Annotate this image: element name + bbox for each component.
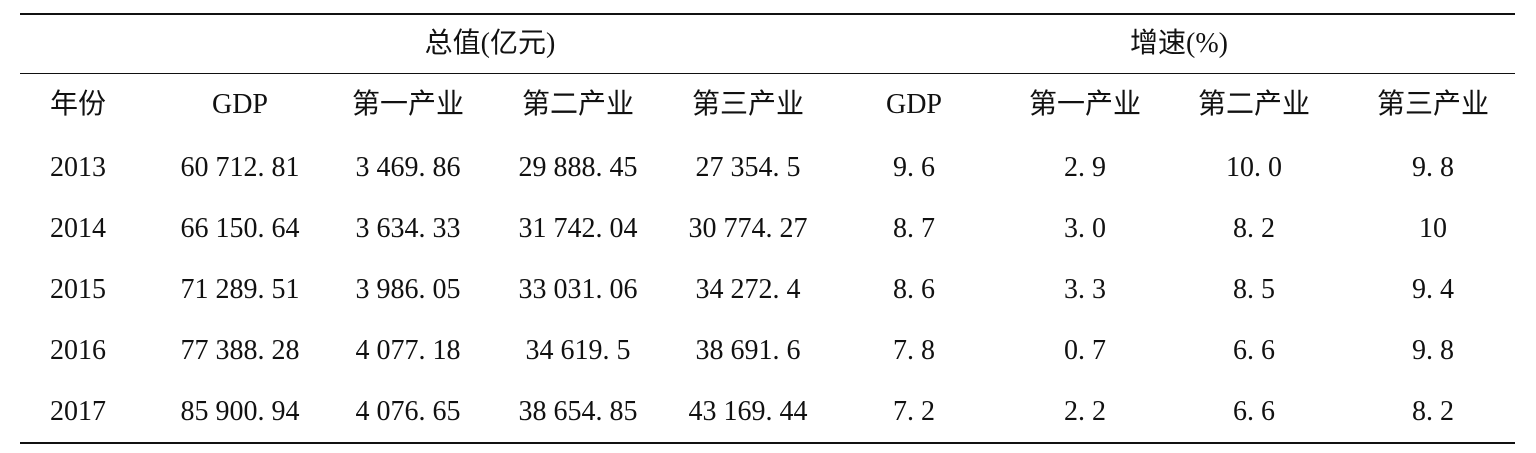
top-rule — [20, 13, 1515, 15]
cell-secondary-growth: 6. 6 — [1233, 334, 1275, 366]
cell-tertiary-growth: 10 — [1419, 212, 1447, 244]
cell-year: 2016 — [50, 334, 106, 366]
header-gdp-growth: GDP — [885, 89, 942, 120]
cell-gdp-total: 85 900. 94 — [180, 395, 300, 427]
cell-gdp-total: 60 712. 81 — [180, 151, 300, 183]
table-row-2014: 2014 66 150. 64 3 634. 33 31 742. 04 30 … — [20, 198, 1512, 259]
cell-secondary-growth: 8. 2 — [1233, 212, 1275, 244]
cell-tertiary-total: 43 169. 44 — [688, 395, 808, 427]
cell-secondary-total: 34 619. 5 — [525, 334, 631, 366]
cell-primary-total: 4 077. 18 — [355, 334, 461, 366]
cell-tertiary-total: 30 774. 27 — [688, 212, 808, 244]
cell-tertiary-total: 34 272. 4 — [695, 273, 801, 305]
cell-secondary-total: 38 654. 85 — [518, 395, 638, 427]
table-row-2015: 2015 71 289. 51 3 986. 05 33 031. 06 34 … — [20, 259, 1512, 320]
header-secondary-growth: 第二产业 — [1197, 89, 1310, 120]
table-row-2013: 2013 60 712. 81 3 469. 86 29 888. 45 27 … — [20, 137, 1512, 198]
cell-primary-growth: 2. 9 — [1064, 151, 1106, 183]
cell-tertiary-growth: 8. 2 — [1412, 395, 1454, 427]
header-tertiary-total: 第三产业 — [691, 89, 804, 120]
cell-secondary-total: 31 742. 04 — [518, 212, 638, 244]
cell-primary-growth: 2. 2 — [1064, 395, 1106, 427]
cell-gdp-growth: 8. 7 — [893, 212, 935, 244]
header-gdp-total: GDP — [211, 89, 268, 120]
cell-tertiary-total: 38 691. 6 — [695, 334, 801, 366]
cell-tertiary-total: 27 354. 5 — [695, 151, 801, 183]
group-header-total: 总值(亿元) — [424, 28, 556, 59]
cell-primary-growth: 3. 3 — [1064, 273, 1106, 305]
table-row-2017: 2017 85 900. 94 4 076. 65 38 654. 85 43 … — [20, 381, 1512, 442]
table-row-2016: 2016 77 388. 28 4 077. 18 34 619. 5 38 6… — [20, 320, 1512, 381]
cell-year: 2014 — [50, 212, 106, 244]
cell-year: 2015 — [50, 273, 106, 305]
cell-secondary-growth: 6. 6 — [1233, 395, 1275, 427]
cell-gdp-growth: 8. 6 — [893, 273, 935, 305]
cell-primary-total: 4 076. 65 — [355, 395, 461, 427]
cell-tertiary-growth: 9. 4 — [1412, 273, 1454, 305]
header-year: 年份 — [49, 89, 106, 120]
column-header-row: 年份 GDP 第一产业 第二产业 第三产业 GDP 第一产业 第二产业 第三产业 — [20, 74, 1512, 136]
cell-tertiary-growth: 9. 8 — [1412, 334, 1454, 366]
cell-gdp-growth: 9. 6 — [893, 151, 935, 183]
header-primary-total: 第一产业 — [351, 89, 464, 120]
cell-gdp-total: 71 289. 51 — [180, 273, 300, 305]
group-header-growth: 增速(%) — [1130, 28, 1228, 59]
cell-tertiary-growth: 9. 8 — [1412, 151, 1454, 183]
cell-primary-growth: 3. 0 — [1064, 212, 1106, 244]
group-header-row: 总值(亿元) 增速(%) — [20, 15, 1512, 73]
bottom-rule — [20, 442, 1515, 444]
cell-primary-total: 3 469. 86 — [355, 151, 461, 183]
cell-secondary-total: 29 888. 45 — [518, 151, 638, 183]
cell-year: 2017 — [50, 395, 106, 427]
cell-secondary-growth: 8. 5 — [1233, 273, 1275, 305]
cell-primary-total: 3 634. 33 — [355, 212, 461, 244]
cell-primary-total: 3 986. 05 — [355, 273, 461, 305]
cell-year: 2013 — [50, 151, 106, 183]
header-secondary-total: 第二产业 — [521, 89, 634, 120]
cell-secondary-growth: 10. 0 — [1226, 151, 1282, 183]
header-tertiary-growth: 第三产业 — [1376, 89, 1489, 120]
cell-secondary-total: 33 031. 06 — [518, 273, 638, 305]
cell-primary-growth: 0. 7 — [1064, 334, 1106, 366]
cell-gdp-total: 77 388. 28 — [180, 334, 300, 366]
mid-rule — [20, 73, 1515, 74]
cell-gdp-growth: 7. 8 — [893, 334, 935, 366]
cell-gdp-growth: 7. 2 — [893, 395, 935, 427]
header-primary-growth: 第一产业 — [1028, 89, 1141, 120]
cell-gdp-total: 66 150. 64 — [180, 212, 300, 244]
